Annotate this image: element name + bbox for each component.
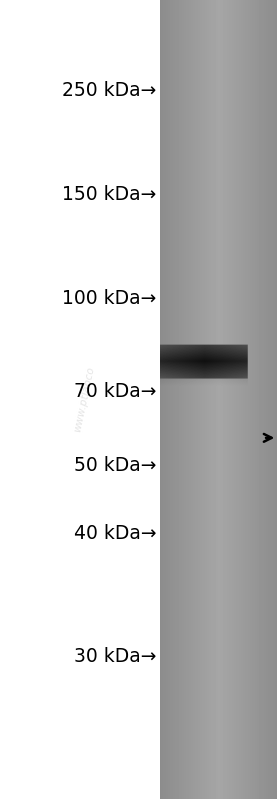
Text: 250 kDa→: 250 kDa→ <box>62 81 157 100</box>
Text: 30 kDa→: 30 kDa→ <box>74 647 157 666</box>
Text: www.ptlabco: www.ptlabco <box>72 366 96 433</box>
Text: 150 kDa→: 150 kDa→ <box>62 185 157 204</box>
Text: 40 kDa→: 40 kDa→ <box>74 524 157 543</box>
Text: 50 kDa→: 50 kDa→ <box>74 456 157 475</box>
Text: 70 kDa→: 70 kDa→ <box>74 382 157 401</box>
Text: 100 kDa→: 100 kDa→ <box>62 288 157 308</box>
